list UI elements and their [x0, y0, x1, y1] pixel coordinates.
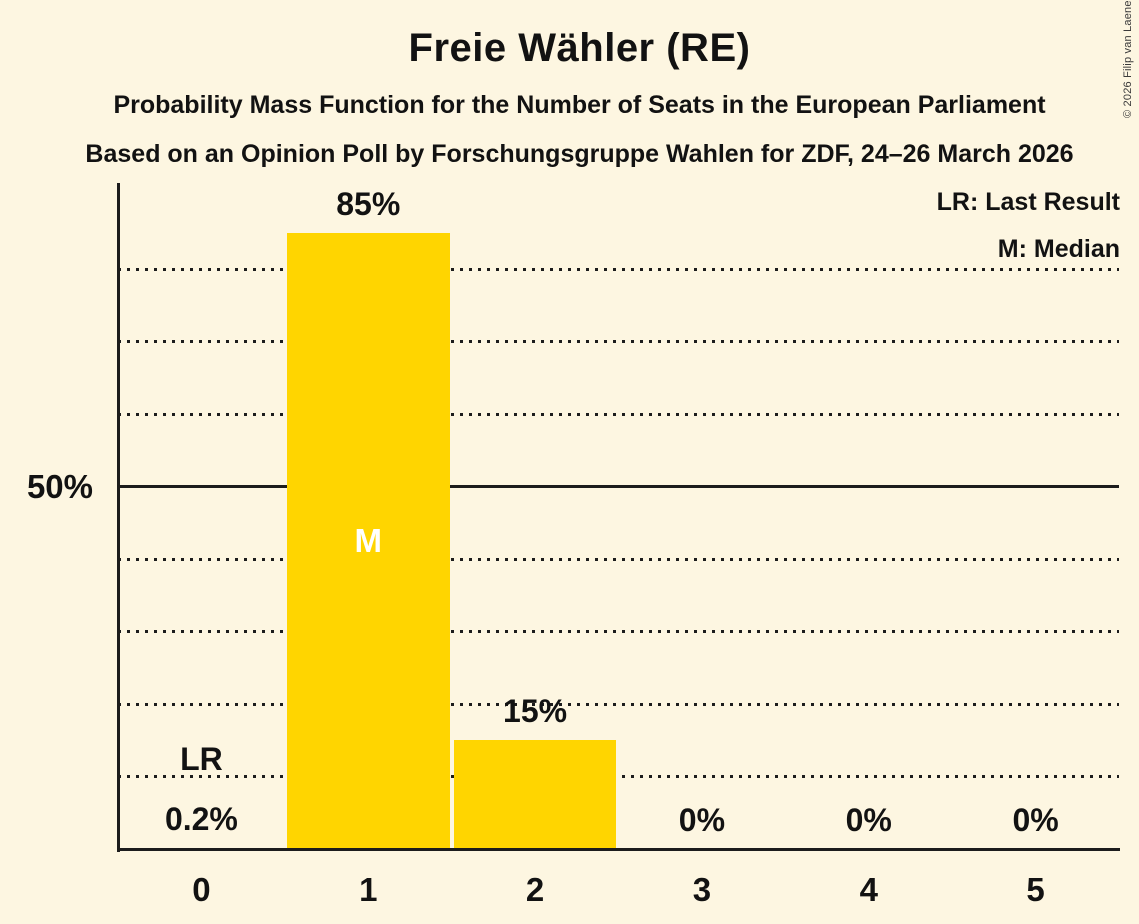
y-tick-label-50: 50%: [26, 468, 93, 505]
gridline-20pct: [118, 702, 1119, 706]
legend-last-result: LR: Last Result: [936, 188, 1120, 216]
y-axis-line: [117, 183, 120, 852]
bar-value-label-0: 0.2%: [164, 800, 238, 837]
gridline-40pct: [118, 557, 1119, 561]
last-result-marker: LR: [180, 741, 223, 777]
bar-value-label-1: 85%: [336, 185, 401, 222]
bar-value-label-4: 0%: [845, 802, 892, 838]
legend-median: M: Median: [997, 235, 1120, 263]
bar-seats-1: [286, 232, 450, 849]
gridline-60pct: [118, 412, 1119, 416]
gridline-70pct: [118, 340, 1119, 343]
gridline-50pct-major: [118, 485, 1119, 488]
chart-poll-source: Based on an Opinion Poll by Forschungsgr…: [85, 140, 1074, 168]
bar-value-label-2: 15%: [503, 693, 568, 730]
x-tick-label-3: 3: [692, 871, 712, 908]
chart-title: Freie Wähler (RE): [408, 26, 751, 70]
gridline-10pct: [118, 775, 1119, 778]
gridline-80pct: [118, 267, 1119, 271]
bar-seats-2: [453, 740, 617, 849]
x-tick-label-5: 5: [1026, 871, 1045, 908]
x-tick-label-0: 0: [192, 871, 211, 908]
bar-value-label-5: 0%: [1012, 802, 1059, 838]
gridline-30pct: [118, 630, 1119, 633]
x-tick-label-2: 2: [525, 871, 545, 908]
x-tick-label-1: 1: [359, 871, 378, 908]
x-axis-line: [117, 848, 1120, 851]
chart-subtitle: Probability Mass Function for the Number…: [113, 91, 1046, 119]
x-tick-label-4: 4: [859, 871, 878, 908]
bar-value-label-3: 0%: [678, 802, 726, 838]
median-marker: M: [354, 521, 382, 559]
